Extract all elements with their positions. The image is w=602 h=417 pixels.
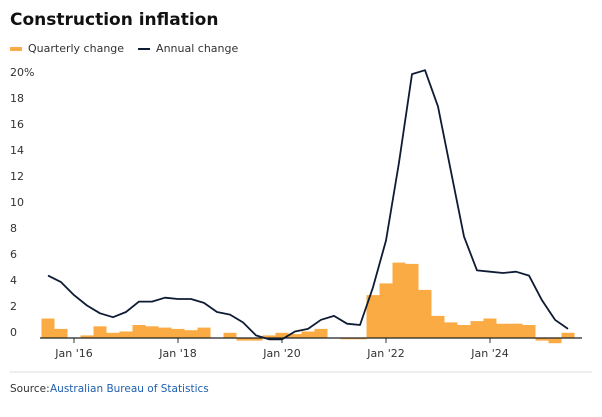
bar	[483, 318, 497, 338]
bar	[366, 295, 380, 338]
bar	[171, 328, 185, 338]
bar	[470, 321, 484, 338]
y-tick-label: 0	[10, 326, 17, 339]
bar	[431, 315, 445, 338]
bar	[223, 332, 237, 338]
bar	[314, 328, 328, 338]
x-tick-label: Jan '18	[158, 347, 196, 360]
legend-label: Quarterly change	[28, 42, 124, 55]
bar	[522, 325, 536, 338]
x-tick-label: Jan '22	[366, 347, 404, 360]
y-tick-label: 14	[10, 144, 24, 157]
bar	[288, 334, 302, 338]
bar	[262, 335, 276, 338]
bar	[561, 332, 575, 338]
bar	[197, 327, 211, 338]
bar	[457, 325, 471, 338]
y-tick-label: 6	[10, 248, 17, 261]
bar	[93, 326, 107, 338]
bar	[496, 323, 510, 338]
chart-title: Construction inflation	[10, 10, 218, 30]
x-tick-label: Jan '24	[470, 347, 508, 360]
bar	[158, 327, 172, 338]
bar	[145, 326, 159, 338]
bar	[418, 289, 432, 338]
bar	[119, 331, 133, 338]
bar	[80, 335, 94, 338]
bar	[54, 328, 68, 338]
y-tick-label: 20%	[10, 66, 34, 79]
y-tick-label: 2	[10, 300, 17, 313]
y-tick-label: 12	[10, 170, 24, 183]
bar	[275, 332, 289, 338]
bar	[379, 283, 393, 338]
line	[47, 69, 569, 341]
y-tick-label: 16	[10, 118, 24, 131]
bar	[535, 338, 549, 341]
bar	[132, 325, 146, 338]
bar	[509, 323, 523, 338]
bar	[236, 338, 250, 341]
bar	[106, 332, 120, 338]
bar	[548, 338, 562, 344]
bar	[392, 262, 406, 338]
source-link[interactable]: Australian Bureau of Statistics	[50, 383, 209, 395]
source-label: Source:	[10, 383, 50, 395]
bar	[353, 338, 367, 340]
bar	[340, 338, 354, 340]
bar	[41, 318, 55, 338]
bar	[249, 338, 263, 341]
y-tick-label: 8	[10, 222, 17, 235]
bar	[444, 322, 458, 338]
y-tick-label: 4	[10, 274, 17, 287]
y-tick-label: 18	[10, 92, 24, 105]
legend-label: Annual change	[156, 42, 238, 55]
bar	[184, 330, 198, 338]
y-tick-label: 10	[10, 196, 24, 209]
bar	[405, 263, 419, 338]
bar	[301, 331, 315, 338]
x-tick-label: Jan '16	[54, 347, 92, 360]
x-tick-label: Jan '20	[262, 347, 300, 360]
